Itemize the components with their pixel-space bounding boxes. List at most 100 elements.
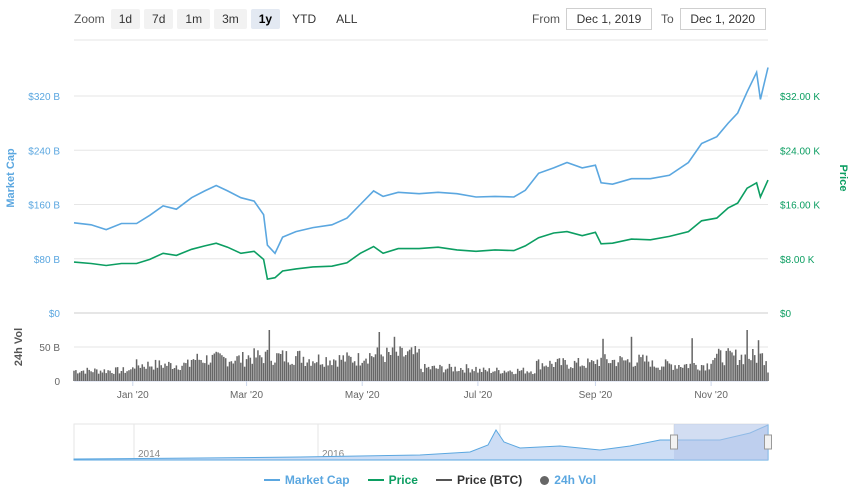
volume-bar — [374, 354, 377, 381]
volume-bar — [82, 370, 85, 381]
y-left-tick-label: $320 B — [28, 92, 60, 103]
volume-bar — [285, 351, 288, 381]
legend-item-24h-vol[interactable]: 24h Vol — [540, 473, 596, 487]
volume-bar — [444, 369, 447, 381]
y-volume-tick-label: 0 — [54, 377, 60, 388]
legend-item-market-cap[interactable]: Market Cap — [263, 473, 350, 487]
volume-bar — [511, 371, 513, 381]
volume-bar — [327, 365, 329, 381]
zoom-1d-button[interactable]: 1d — [110, 9, 141, 29]
volume-bar — [348, 355, 350, 381]
volume-bar — [456, 371, 458, 381]
volume-bar — [723, 365, 726, 381]
volume-bar — [505, 372, 508, 381]
volume-bar — [609, 363, 612, 381]
volume-bar — [473, 371, 475, 381]
axis-labels: $80 B $8.00 K $160 B $16.00 K $240 B $24.00 K… — [5, 92, 849, 401]
volume-bar — [543, 366, 546, 381]
volume-bar — [532, 374, 534, 381]
volume-bar — [105, 373, 107, 381]
volume-bar — [306, 362, 308, 381]
volume-bar — [185, 363, 187, 381]
navigator[interactable]: 2014201620182020 — [73, 423, 772, 461]
volume-bar — [308, 359, 310, 381]
volume-bar — [118, 373, 121, 381]
volume-bar — [621, 357, 623, 381]
volume-bar — [714, 357, 716, 381]
volume-bar — [626, 359, 629, 381]
volume-bar — [636, 362, 638, 381]
volume-bar — [575, 362, 578, 381]
volume-bar — [552, 367, 555, 381]
volume-bar — [558, 358, 561, 381]
volume-bar — [143, 366, 145, 381]
volume-bar — [177, 369, 180, 381]
date-range: From To — [532, 8, 775, 30]
zoom-ytd-button[interactable]: YTD — [284, 9, 324, 29]
volume-bar — [369, 353, 371, 381]
volume-bar — [92, 372, 94, 381]
volume-bar — [515, 373, 517, 381]
volume-bar — [528, 372, 530, 381]
volume-bar — [384, 362, 386, 381]
navigator-handle[interactable] — [670, 434, 678, 450]
price-chart[interactable]: $80 B $8.00 K $160 B $16.00 K $240 B $24.00 K… — [0, 0, 860, 470]
zoom-all-button[interactable]: ALL — [328, 9, 365, 29]
volume-bar — [88, 369, 90, 381]
navigator-selection[interactable] — [674, 424, 768, 460]
y-left-tick-label: $80 B — [34, 255, 60, 266]
legend-item-price[interactable]: Price — [367, 473, 418, 487]
volume-bar — [611, 360, 614, 381]
volume-bar — [581, 365, 583, 381]
to-date-input[interactable] — [679, 8, 766, 30]
legend-item-price-btc[interactable]: Price (BTC) — [435, 473, 522, 487]
volume-bar — [293, 364, 295, 381]
to-label: To — [661, 12, 674, 26]
volume-bar — [461, 369, 464, 381]
volume-bar — [408, 349, 411, 381]
volume-bar — [615, 366, 618, 381]
volume-bar — [431, 366, 434, 381]
volume-bar — [150, 366, 153, 381]
volume-bar — [424, 364, 426, 381]
volume-bar — [268, 330, 271, 381]
x-tick-label: Sep '20 — [579, 390, 613, 401]
volume-bar — [145, 368, 147, 381]
zoom-7d-button[interactable]: 7d — [144, 9, 174, 29]
volume-bar — [342, 355, 345, 381]
volume-bar — [577, 358, 580, 381]
volume-bar — [133, 368, 136, 381]
volume-bar — [128, 370, 130, 381]
volume-bar — [509, 370, 511, 381]
volume-bar — [653, 366, 655, 381]
volume-bar — [725, 350, 728, 381]
volume-bar — [570, 367, 572, 381]
volume-bar — [666, 361, 669, 381]
volume-bar — [393, 336, 396, 381]
from-date-input[interactable] — [566, 8, 652, 30]
volume-bar — [710, 363, 712, 381]
volume-bar — [281, 350, 284, 381]
volume-bar — [566, 364, 568, 381]
zoom-3m-button[interactable]: 3m — [214, 9, 247, 29]
volume-bar — [698, 370, 701, 381]
volume-bar — [535, 360, 538, 381]
zoom-1m-button[interactable]: 1m — [177, 9, 211, 29]
volume-bar — [492, 371, 494, 381]
volume-bar — [607, 363, 610, 381]
y-volume-tick-label: 50 B — [39, 343, 60, 354]
volume-bar — [264, 351, 267, 381]
volume-bar — [460, 368, 462, 381]
volume-bar — [395, 351, 398, 381]
volume-bar — [655, 367, 657, 381]
volume-bar — [664, 359, 667, 381]
navigator-handle[interactable] — [764, 434, 772, 450]
volume-bar — [363, 360, 365, 381]
zoom-1y-button[interactable]: 1y — [250, 9, 281, 29]
y-right-tick-label: $16.00 K — [780, 201, 820, 212]
x-tick-label: May '20 — [345, 390, 380, 401]
volume-bar — [388, 352, 390, 381]
volume-bar — [516, 368, 519, 381]
volume-bar — [541, 363, 544, 381]
volume-bar — [589, 362, 591, 381]
